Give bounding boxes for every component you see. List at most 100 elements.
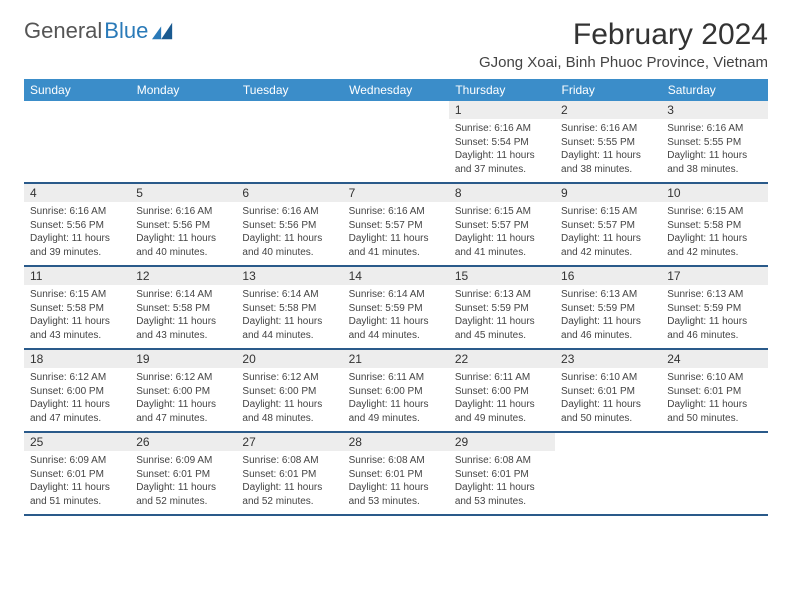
- location-text: GJong Xoai, Binh Phuoc Province, Vietnam: [479, 54, 768, 71]
- sunrise-line: Sunrise: 6:16 AM: [136, 205, 230, 219]
- sunset-line: Sunset: 6:01 PM: [242, 468, 336, 482]
- day-number-cell: 18: [24, 349, 130, 368]
- daylight-line: Daylight: 11 hours and 40 minutes.: [242, 232, 336, 259]
- daylight-line: Daylight: 11 hours and 48 minutes.: [242, 398, 336, 425]
- sunrise-line: Sunrise: 6:13 AM: [667, 288, 761, 302]
- day-number-cell: 19: [130, 349, 236, 368]
- daylight-line: Daylight: 11 hours and 47 minutes.: [30, 398, 124, 425]
- day-number-cell: [343, 101, 449, 119]
- sunset-line: Sunset: 5:55 PM: [667, 136, 761, 150]
- daylight-line: Daylight: 11 hours and 44 minutes.: [242, 315, 336, 342]
- weekday-header: Thursday: [449, 79, 555, 101]
- day-number-cell: 3: [661, 101, 767, 119]
- sunrise-line: Sunrise: 6:10 AM: [667, 371, 761, 385]
- sunrise-line: Sunrise: 6:10 AM: [561, 371, 655, 385]
- sunset-line: Sunset: 5:54 PM: [455, 136, 549, 150]
- sunrise-line: Sunrise: 6:12 AM: [136, 371, 230, 385]
- sunset-line: Sunset: 5:56 PM: [136, 219, 230, 233]
- daylight-line: Daylight: 11 hours and 41 minutes.: [455, 232, 549, 259]
- sunrise-line: Sunrise: 6:08 AM: [349, 454, 443, 468]
- day-info-cell: Sunrise: 6:13 AMSunset: 5:59 PMDaylight:…: [661, 285, 767, 349]
- weekday-header-row: SundayMondayTuesdayWednesdayThursdayFrid…: [24, 79, 768, 101]
- sunset-line: Sunset: 6:01 PM: [667, 385, 761, 399]
- sunrise-line: Sunrise: 6:16 AM: [561, 122, 655, 136]
- brand-logo: GeneralBlue: [24, 18, 174, 44]
- day-info-row: Sunrise: 6:09 AMSunset: 6:01 PMDaylight:…: [24, 451, 768, 515]
- day-info-cell: Sunrise: 6:13 AMSunset: 5:59 PMDaylight:…: [555, 285, 661, 349]
- day-info-cell: Sunrise: 6:10 AMSunset: 6:01 PMDaylight:…: [661, 368, 767, 432]
- sunset-line: Sunset: 5:59 PM: [349, 302, 443, 316]
- day-info-cell: Sunrise: 6:12 AMSunset: 6:00 PMDaylight:…: [130, 368, 236, 432]
- day-info-cell: Sunrise: 6:16 AMSunset: 5:55 PMDaylight:…: [555, 119, 661, 183]
- day-number-cell: 20: [236, 349, 342, 368]
- daylight-line: Daylight: 11 hours and 40 minutes.: [136, 232, 230, 259]
- brand-part1: General: [24, 18, 102, 44]
- day-info-cell: Sunrise: 6:08 AMSunset: 6:01 PMDaylight:…: [343, 451, 449, 515]
- sunrise-line: Sunrise: 6:11 AM: [349, 371, 443, 385]
- day-number-cell: 28: [343, 432, 449, 451]
- sunset-line: Sunset: 6:01 PM: [349, 468, 443, 482]
- daylight-line: Daylight: 11 hours and 37 minutes.: [455, 149, 549, 176]
- day-info-cell: Sunrise: 6:16 AMSunset: 5:54 PMDaylight:…: [449, 119, 555, 183]
- daylight-line: Daylight: 11 hours and 41 minutes.: [349, 232, 443, 259]
- day-info-cell: Sunrise: 6:15 AMSunset: 5:57 PMDaylight:…: [449, 202, 555, 266]
- day-info-cell: Sunrise: 6:11 AMSunset: 6:00 PMDaylight:…: [449, 368, 555, 432]
- daylight-line: Daylight: 11 hours and 46 minutes.: [561, 315, 655, 342]
- day-number-cell: [555, 432, 661, 451]
- sunrise-line: Sunrise: 6:08 AM: [242, 454, 336, 468]
- day-info-cell: Sunrise: 6:09 AMSunset: 6:01 PMDaylight:…: [24, 451, 130, 515]
- day-info-cell: Sunrise: 6:08 AMSunset: 6:01 PMDaylight:…: [236, 451, 342, 515]
- day-number-row: 18192021222324: [24, 349, 768, 368]
- day-info-cell: [343, 119, 449, 183]
- sunrise-line: Sunrise: 6:09 AM: [136, 454, 230, 468]
- weekday-header: Monday: [130, 79, 236, 101]
- day-number-cell: [130, 101, 236, 119]
- day-number-cell: 22: [449, 349, 555, 368]
- sunrise-line: Sunrise: 6:15 AM: [455, 205, 549, 219]
- day-info-cell: Sunrise: 6:16 AMSunset: 5:55 PMDaylight:…: [661, 119, 767, 183]
- day-number-cell: 5: [130, 183, 236, 202]
- daylight-line: Daylight: 11 hours and 39 minutes.: [30, 232, 124, 259]
- calendar-page: GeneralBlue February 2024 GJong Xoai, Bi…: [0, 0, 792, 534]
- sunset-line: Sunset: 5:58 PM: [30, 302, 124, 316]
- sunrise-line: Sunrise: 6:15 AM: [561, 205, 655, 219]
- day-info-row: Sunrise: 6:12 AMSunset: 6:00 PMDaylight:…: [24, 368, 768, 432]
- day-info-cell: Sunrise: 6:14 AMSunset: 5:59 PMDaylight:…: [343, 285, 449, 349]
- sunset-line: Sunset: 5:55 PM: [561, 136, 655, 150]
- day-info-cell: [555, 451, 661, 515]
- sunrise-line: Sunrise: 6:16 AM: [349, 205, 443, 219]
- day-info-cell: Sunrise: 6:15 AMSunset: 5:58 PMDaylight:…: [24, 285, 130, 349]
- brand-mark-icon: [152, 22, 174, 40]
- day-number-cell: 1: [449, 101, 555, 119]
- weekday-header: Friday: [555, 79, 661, 101]
- day-number-cell: 10: [661, 183, 767, 202]
- daylight-line: Daylight: 11 hours and 43 minutes.: [136, 315, 230, 342]
- day-number-row: 2526272829: [24, 432, 768, 451]
- daylight-line: Daylight: 11 hours and 50 minutes.: [667, 398, 761, 425]
- day-number-row: 11121314151617: [24, 266, 768, 285]
- sunrise-line: Sunrise: 6:14 AM: [349, 288, 443, 302]
- day-info-row: Sunrise: 6:16 AMSunset: 5:54 PMDaylight:…: [24, 119, 768, 183]
- daylight-line: Daylight: 11 hours and 49 minutes.: [455, 398, 549, 425]
- sunrise-line: Sunrise: 6:09 AM: [30, 454, 124, 468]
- day-info-cell: [24, 119, 130, 183]
- day-info-row: Sunrise: 6:15 AMSunset: 5:58 PMDaylight:…: [24, 285, 768, 349]
- weekday-header: Sunday: [24, 79, 130, 101]
- sunrise-line: Sunrise: 6:15 AM: [30, 288, 124, 302]
- day-number-cell: 25: [24, 432, 130, 451]
- sunset-line: Sunset: 6:00 PM: [242, 385, 336, 399]
- day-number-cell: 21: [343, 349, 449, 368]
- day-number-cell: [236, 101, 342, 119]
- sunset-line: Sunset: 5:59 PM: [561, 302, 655, 316]
- day-number-cell: 24: [661, 349, 767, 368]
- sunset-line: Sunset: 5:56 PM: [242, 219, 336, 233]
- sunrise-line: Sunrise: 6:16 AM: [242, 205, 336, 219]
- daylight-line: Daylight: 11 hours and 42 minutes.: [667, 232, 761, 259]
- daylight-line: Daylight: 11 hours and 38 minutes.: [561, 149, 655, 176]
- daylight-line: Daylight: 11 hours and 46 minutes.: [667, 315, 761, 342]
- day-info-cell: Sunrise: 6:15 AMSunset: 5:58 PMDaylight:…: [661, 202, 767, 266]
- daylight-line: Daylight: 11 hours and 50 minutes.: [561, 398, 655, 425]
- daylight-line: Daylight: 11 hours and 42 minutes.: [561, 232, 655, 259]
- daylight-line: Daylight: 11 hours and 43 minutes.: [30, 315, 124, 342]
- day-info-cell: Sunrise: 6:16 AMSunset: 5:56 PMDaylight:…: [24, 202, 130, 266]
